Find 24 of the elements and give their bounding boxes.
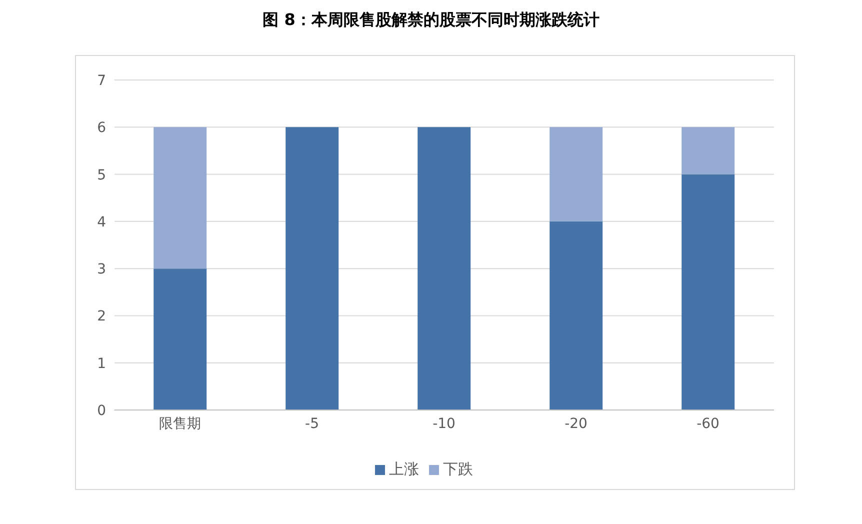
x-tick-label: -10 xyxy=(432,416,456,432)
y-tick-label: 0 xyxy=(97,402,106,419)
bar xyxy=(154,127,207,269)
bar xyxy=(550,221,603,410)
chart-title: 图 8：本周限售股解禁的股票不同时期涨跌统计 xyxy=(262,10,600,31)
y-tick-label: 1 xyxy=(97,356,106,372)
y-tick-label: 7 xyxy=(97,72,106,89)
y-tick-label: 4 xyxy=(97,214,106,230)
y-tick-label: 5 xyxy=(97,167,106,184)
y-tick-label: 3 xyxy=(97,262,106,278)
legend-label: 上涨 xyxy=(389,460,419,478)
bar xyxy=(682,127,735,174)
x-tick-label: -60 xyxy=(696,416,720,432)
y-tick-label: 6 xyxy=(97,120,106,136)
bar xyxy=(286,127,339,410)
bar xyxy=(682,174,735,410)
x-tick-label: -5 xyxy=(305,416,319,432)
x-tick-label: 限售期 xyxy=(159,416,201,432)
legend-label: 下跌 xyxy=(443,460,473,478)
y-tick-label: 2 xyxy=(97,308,106,325)
x-tick-label: -20 xyxy=(564,416,588,432)
bar xyxy=(550,127,603,222)
bar xyxy=(154,268,207,410)
bar xyxy=(418,127,471,410)
